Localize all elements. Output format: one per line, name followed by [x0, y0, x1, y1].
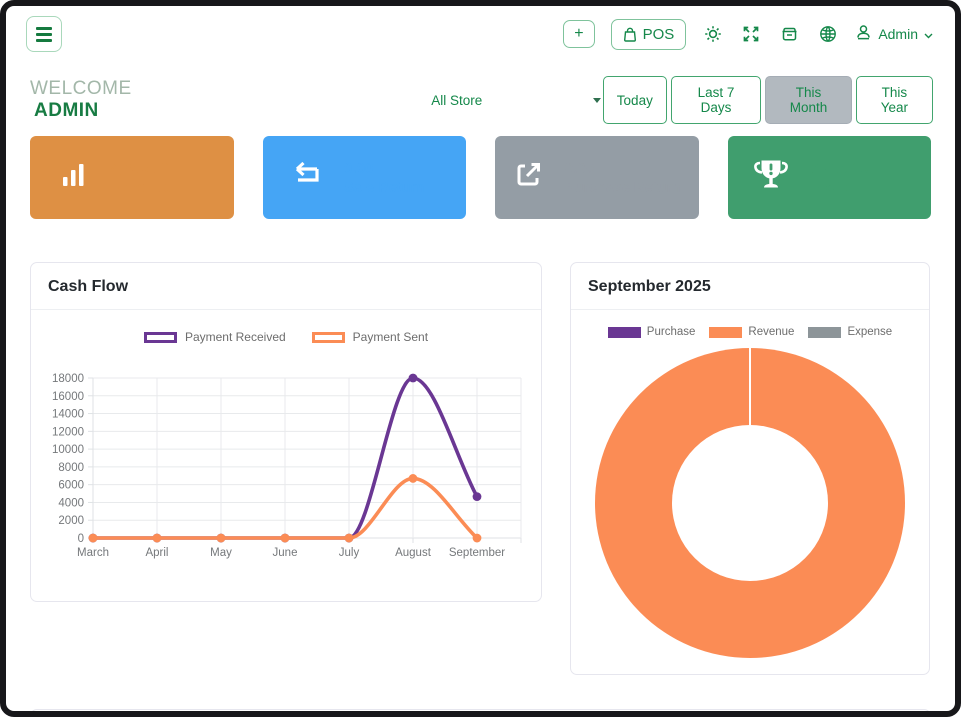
stat-label: Profit	[810, 179, 849, 196]
legend-label: Payment Received	[184, 330, 286, 344]
cash-register-button[interactable]	[778, 23, 801, 45]
welcome-name: ADMIN	[34, 100, 99, 121]
cash-flow-panel: Cash Flow Payment Received Payment Sent …	[30, 262, 542, 602]
store-select[interactable]: All Store	[429, 89, 603, 112]
stat-value: 4,655.00	[110, 159, 170, 177]
bar-chart-icon	[57, 158, 91, 197]
trophy-icon	[752, 157, 790, 198]
hamburger-icon	[36, 26, 52, 30]
stat-card-profit[interactable]: 3,605.00 Profit	[727, 136, 931, 219]
stat-value: 0.00	[564, 159, 594, 177]
user-icon	[855, 24, 872, 44]
fullscreen-button[interactable]	[740, 23, 762, 45]
svg-text:6000: 6000	[58, 480, 84, 492]
legend-swatch	[311, 331, 345, 343]
legend-item-payment-received[interactable]: Payment Received	[143, 330, 286, 344]
stat-label: Revenue	[110, 179, 172, 196]
add-button[interactable]: +	[563, 20, 595, 48]
topbar: + POS	[6, 6, 955, 60]
topbar-actions: + POS	[563, 18, 933, 50]
stat-label: Purchase Return	[564, 179, 681, 196]
sun-icon	[704, 25, 722, 43]
add-button-label: +	[574, 25, 584, 42]
range-button-today[interactable]: Today	[602, 76, 667, 124]
svg-text:March: March	[77, 547, 109, 559]
yearly-report-title: Yearly Report	[31, 710, 930, 711]
legend-swatch	[143, 331, 177, 343]
svg-text:July: July	[339, 547, 360, 559]
donut-chart	[595, 348, 905, 658]
range-button-this-year[interactable]: This Year	[855, 76, 933, 124]
legend-label: Purchase	[646, 326, 696, 338]
user-menu[interactable]: Admin	[855, 24, 933, 44]
stat-card-purchase-return[interactable]: 0.00 Purchase Return	[495, 136, 699, 219]
svg-text:June: June	[273, 547, 298, 559]
svg-text:August: August	[395, 547, 432, 559]
pos-button[interactable]: POS	[610, 18, 687, 50]
legend-item-payment-sent[interactable]: Payment Sent	[311, 330, 429, 344]
cash-flow-legend: Payment Received Payment Sent	[47, 330, 525, 344]
page-title: WELCOME ADMIN	[30, 78, 194, 122]
svg-text:0: 0	[78, 533, 84, 545]
globe-icon	[819, 25, 837, 43]
legend-item-revenue[interactable]: Revenue	[709, 326, 794, 338]
range-button-this-month[interactable]: This Month	[765, 76, 852, 124]
month-summary-panel: September 2025 Purchase Revenue Expense	[570, 262, 930, 675]
svg-text:14000: 14000	[52, 409, 84, 421]
shopping-bag-icon	[623, 27, 637, 42]
donut-legend: Purchase Revenue Expense	[587, 326, 913, 338]
export-box-icon	[513, 159, 545, 196]
svg-text:8000: 8000	[58, 462, 84, 474]
svg-text:May: May	[210, 547, 232, 559]
stat-card-revenue[interactable]: 4,655.00 Revenue	[30, 136, 234, 219]
svg-text:16000: 16000	[52, 391, 84, 403]
select-caret-icon	[592, 97, 601, 103]
cash-flow-line-chart: 0 2000 4000 6000 8000 10000 12000 14000 16000 180…	[52, 373, 522, 559]
legend-item-purchase[interactable]: Purchase	[607, 326, 696, 338]
pos-button-label: POS	[642, 25, 675, 43]
cash-register-icon	[780, 25, 799, 43]
svg-text:10000: 10000	[52, 444, 84, 456]
legend-label: Payment Sent	[352, 330, 429, 344]
yearly-report-panel: Yearly Report	[30, 709, 931, 711]
donut-hole	[672, 425, 828, 581]
language-button[interactable]	[817, 23, 839, 45]
donut-slice-divider	[749, 348, 751, 427]
legend-item-expense[interactable]: Expense	[808, 326, 892, 338]
charts-row: Cash Flow Payment Received Payment Sent …	[6, 262, 955, 675]
stat-card-sale-return[interactable]: 0.00 Sale Return	[262, 136, 466, 219]
svg-text:September: September	[449, 547, 505, 559]
legend-label: Revenue	[748, 326, 795, 338]
date-range-buttons: Today Last 7 Days This Month This Year	[602, 76, 933, 124]
welcome-row: WELCOME ADMIN All Store Today Last 7 Day…	[6, 76, 955, 124]
store-select-value: All Store	[431, 92, 483, 108]
return-arrow-icon	[288, 159, 324, 196]
svg-text:April: April	[145, 547, 168, 559]
theme-toggle-button[interactable]	[702, 23, 724, 45]
stat-value: 3,605.00	[810, 159, 869, 177]
chevron-down-icon	[924, 26, 933, 42]
user-label: Admin	[878, 26, 918, 42]
stat-label: Sale Return	[344, 179, 425, 196]
legend-swatch	[808, 326, 842, 338]
legend-swatch	[709, 326, 743, 338]
svg-text:18000: 18000	[52, 373, 84, 385]
cash-flow-title: Cash Flow	[31, 263, 541, 310]
range-button-last-7-days[interactable]: Last 7 Days	[670, 76, 762, 124]
legend-swatch	[607, 326, 641, 338]
svg-text:12000: 12000	[52, 426, 84, 438]
svg-text:2000: 2000	[58, 515, 84, 527]
welcome-prefix: WELCOME	[30, 78, 132, 99]
month-summary-title: September 2025	[571, 263, 929, 310]
fullscreen-expand-icon	[742, 25, 760, 43]
stat-value: 0.00	[344, 159, 374, 177]
hamburger-menu-button[interactable]	[26, 16, 62, 52]
legend-label: Expense	[847, 326, 893, 338]
stat-cards-row: 4,655.00 Revenue 0.00 Sale Return	[6, 136, 955, 219]
svg-text:4000: 4000	[58, 497, 84, 509]
